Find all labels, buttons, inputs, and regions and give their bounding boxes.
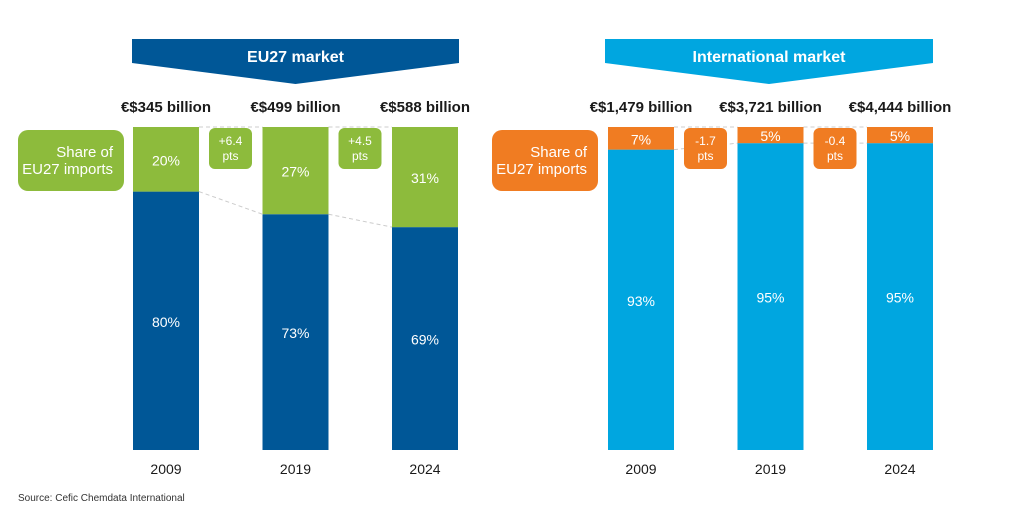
change-badge (209, 128, 252, 169)
share-value-label: 5% (760, 128, 780, 144)
connector-line-split (198, 191, 263, 215)
x-tick-label: 2019 (280, 461, 311, 477)
share-value-label: 31% (411, 170, 439, 186)
total-value-label: €$345 billion (121, 99, 211, 116)
share-value-label: 27% (281, 164, 309, 180)
share-legend-line2: EU27 imports (496, 161, 587, 178)
title-banner (605, 39, 933, 84)
change-unit: pts (222, 149, 238, 163)
share-value-label: 7% (631, 131, 651, 147)
share-legend-box (18, 130, 124, 191)
chart-title: EU27 market (247, 49, 345, 66)
x-tick-label: 2009 (150, 461, 181, 477)
chart-title: International market (693, 49, 847, 66)
bar-segment-share (867, 127, 933, 144)
share-legend-box (492, 130, 598, 191)
x-tick-label: 2024 (409, 461, 440, 477)
base-value-label: 69% (411, 332, 439, 348)
bar-segment-share (737, 127, 804, 144)
source-note: Source: Cefic Chemdata International (18, 493, 185, 504)
total-value-label: €$588 billion (380, 99, 470, 116)
bar-segment-share (608, 127, 674, 150)
base-value-label: 73% (281, 325, 309, 341)
bar-segment-base (133, 191, 199, 450)
bar-segment-base (867, 143, 933, 450)
change-unit: pts (827, 149, 843, 163)
change-unit: pts (697, 149, 713, 163)
change-value: -1.7 (695, 134, 716, 148)
base-value-label: 95% (886, 290, 914, 306)
share-value-label: 20% (152, 152, 180, 168)
change-value: +4.5 (348, 134, 372, 148)
bar-segment-share (392, 127, 458, 228)
total-value-label: €$1,479 billion (590, 99, 693, 116)
bar-segment-share (133, 127, 199, 192)
base-value-label: 93% (627, 293, 655, 309)
title-banner (132, 39, 459, 84)
connector-line-split (328, 213, 393, 228)
x-tick-label: 2024 (884, 461, 915, 477)
share-legend-line1: Share of (530, 144, 588, 161)
change-badge (338, 128, 382, 169)
change-value: -0.4 (825, 134, 846, 148)
x-tick-label: 2019 (755, 461, 786, 477)
share-legend-line1: Share of (56, 144, 114, 161)
base-value-label: 95% (756, 290, 784, 306)
share-value-label: 5% (890, 128, 910, 144)
share-legend-line2: EU27 imports (22, 161, 113, 178)
bar-segment-share (262, 127, 329, 215)
x-tick-label: 2009 (625, 461, 656, 477)
change-badge (813, 128, 857, 169)
bar-segment-base (608, 149, 674, 451)
change-badge (684, 128, 727, 169)
bar-segment-base (392, 227, 458, 450)
bar-segment-base (262, 214, 329, 450)
base-value-label: 80% (152, 314, 180, 330)
change-value: +6.4 (219, 134, 243, 148)
change-unit: pts (352, 149, 368, 163)
bar-segment-base (737, 143, 804, 450)
total-value-label: €$499 billion (250, 99, 340, 116)
total-value-label: €$3,721 billion (719, 99, 822, 116)
total-value-label: €$4,444 billion (849, 99, 952, 116)
